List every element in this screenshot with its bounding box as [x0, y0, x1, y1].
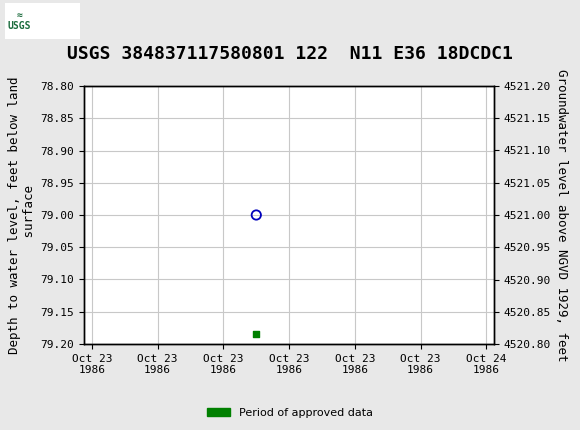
Y-axis label: Groundwater level above NGVD 1929, feet: Groundwater level above NGVD 1929, feet — [555, 69, 568, 361]
Point — [252, 212, 261, 218]
Legend: Period of approved data: Period of approved data — [203, 403, 377, 422]
Point — [252, 331, 261, 338]
Y-axis label: Depth to water level, feet below land
 surface: Depth to water level, feet below land su… — [9, 76, 37, 354]
Text: USGS 384837117580801 122  N11 E36 18DCDC1: USGS 384837117580801 122 N11 E36 18DCDC1 — [67, 45, 513, 63]
Text: ≈
USGS: ≈ USGS — [8, 10, 31, 31]
FancyBboxPatch shape — [5, 3, 80, 39]
